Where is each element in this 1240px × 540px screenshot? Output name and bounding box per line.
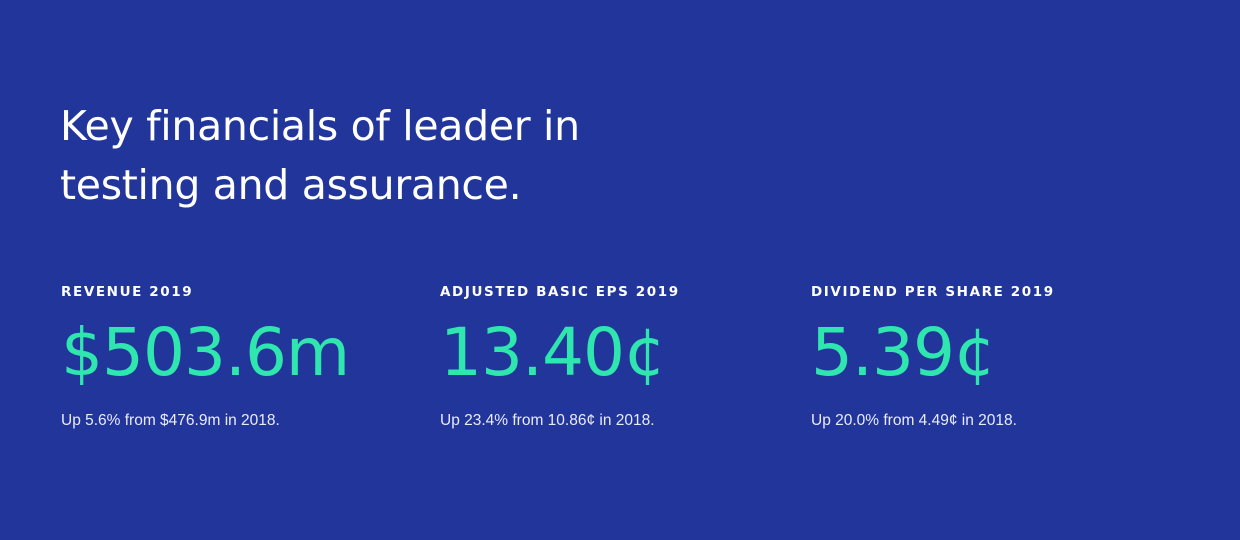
metric-dividend-per-share: DIVIDEND PER SHARE 2019 5.39¢ Up 20.0% f… xyxy=(811,283,1055,431)
metric-value: 13.40¢ xyxy=(440,314,666,391)
page-title: Key financials of leader in testing and … xyxy=(60,97,700,215)
metric-note: Up 23.4% from 10.86¢ in 2018. xyxy=(440,412,655,429)
metric-label: DIVIDEND PER SHARE 2019 xyxy=(811,284,1055,300)
metric-note: Up 5.6% from $476.9m in 2018. xyxy=(61,412,280,429)
metric-revenue: REVENUE 2019 $503.6m Up 5.6% from $476.9… xyxy=(61,283,350,431)
metric-adjusted-basic-eps: ADJUSTED BASIC EPS 2019 13.40¢ Up 23.4% … xyxy=(440,283,680,431)
page-title-line-1: Key financials of leader in xyxy=(60,102,580,150)
metric-label: REVENUE 2019 xyxy=(61,284,194,300)
metric-note: Up 20.0% from 4.49¢ in 2018. xyxy=(811,412,1017,429)
metric-value: 5.39¢ xyxy=(811,314,996,391)
page-title-line-2: testing and assurance. xyxy=(60,161,522,209)
metric-label: ADJUSTED BASIC EPS 2019 xyxy=(440,284,680,300)
metric-value: $503.6m xyxy=(61,314,350,391)
